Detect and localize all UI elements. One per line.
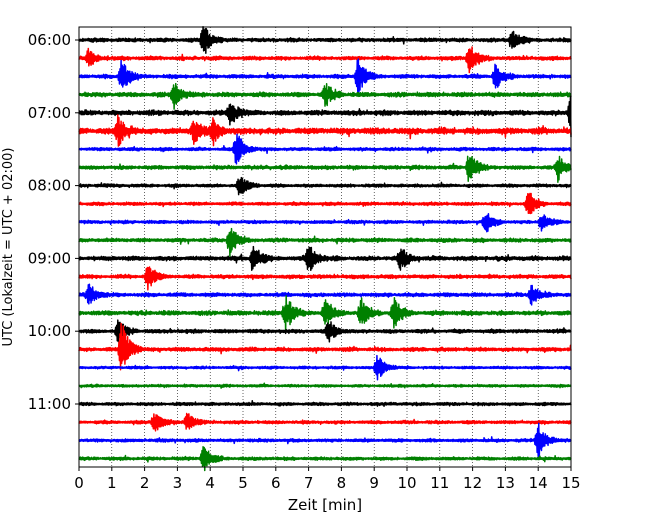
x-tick-label: 6	[271, 474, 281, 492]
x-tick-label: 7	[304, 474, 314, 492]
y-tick-label: 08:00	[28, 177, 71, 195]
trace-1015	[78, 322, 572, 371]
trace-0645	[78, 82, 572, 110]
trace-0600	[78, 25, 572, 54]
trace-0900	[78, 245, 572, 272]
trace-0700	[78, 95, 572, 138]
y-tick-label: 07:00	[28, 104, 71, 122]
trace-1145	[78, 445, 572, 472]
trace-0915	[78, 266, 572, 291]
x-axis-ticks: 0 1 2 3 4 5 6 7 8 9 10 11 12 13 14 15	[74, 467, 581, 492]
x-tick-label: 0	[74, 474, 84, 492]
y-axis-ticks: 06:00 07:00 08:00 09:00 10:00 11:00	[28, 31, 79, 413]
trace-0745	[78, 155, 572, 183]
trace-1100	[78, 400, 572, 408]
x-tick-label: 1	[107, 474, 117, 492]
trace-0830	[78, 213, 572, 233]
y-tick-label: 06:00	[28, 31, 71, 49]
x-tick-label: 14	[529, 474, 548, 492]
plot-frame	[78, 26, 572, 468]
trace-1030	[78, 354, 572, 381]
trace-0730	[78, 133, 572, 165]
x-tick-label: 9	[369, 474, 379, 492]
y-tick-label: 10:00	[28, 322, 71, 340]
seismic-traces	[78, 25, 572, 472]
trace-0800	[78, 176, 572, 196]
trace-0815	[78, 192, 572, 215]
x-tick-label: 11	[430, 474, 449, 492]
y-axis-label: UTC (Lokalzeit = UTC + 02:00)	[1, 148, 16, 347]
trace-1130	[78, 422, 572, 458]
x-tick-label: 13	[496, 474, 515, 492]
x-tick-label: 8	[337, 474, 347, 492]
trace-1115	[78, 412, 572, 432]
trace-1000	[78, 319, 572, 343]
x-tick-label: 10	[397, 474, 416, 492]
x-axis-label: Zeit [min]	[288, 496, 362, 514]
y-tick-label: 09:00	[28, 249, 71, 267]
x-tick-label: 15	[561, 474, 580, 492]
trace-0845	[78, 227, 572, 258]
x-tick-label: 3	[173, 474, 183, 492]
x-tick-label: 12	[463, 474, 482, 492]
y-tick-label: 11:00	[28, 395, 71, 413]
trace-0715	[78, 114, 572, 147]
x-tick-label: 2	[140, 474, 150, 492]
minute-grid	[111, 27, 539, 467]
trace-0945	[78, 295, 572, 332]
trace-0930	[78, 283, 572, 306]
x-tick-label: 5	[238, 474, 248, 492]
x-tick-label: 4	[205, 474, 215, 492]
trace-1045	[78, 382, 572, 389]
trace-0615	[78, 46, 572, 74]
trace-0630	[78, 58, 572, 95]
